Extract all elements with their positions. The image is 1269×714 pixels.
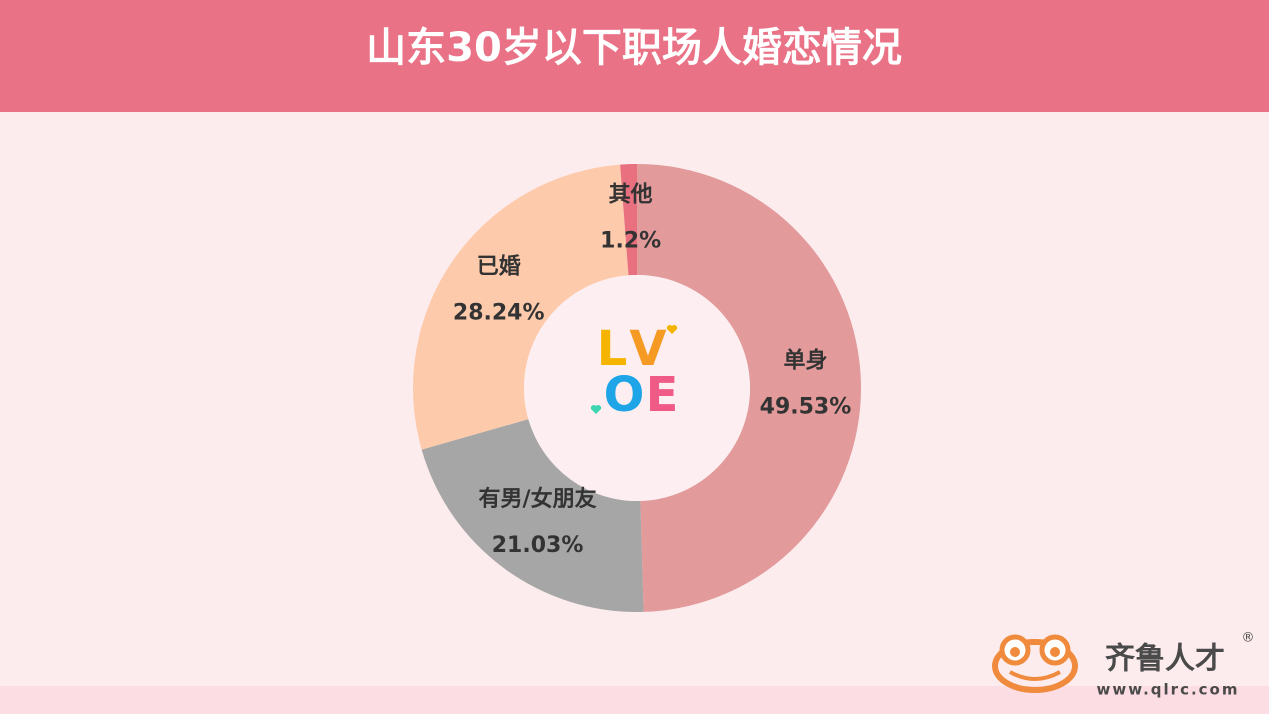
frog-pupil <box>1050 647 1060 657</box>
donut-slice <box>637 164 862 612</box>
value-label: 49.53% <box>760 395 852 420</box>
donut-slice <box>413 164 629 450</box>
donut-slice <box>421 419 644 612</box>
logo-letter: O <box>604 367 645 423</box>
value-label: 1.2% <box>600 229 661 254</box>
frog-mouth <box>1009 670 1061 681</box>
brand-mark: ® <box>1242 631 1255 646</box>
header-band <box>0 0 1269 112</box>
slice-label: 有男/女朋友 <box>479 486 597 512</box>
logo-letter: V <box>629 321 666 377</box>
donut-hole <box>524 275 750 501</box>
slice-label: 已婚 <box>477 254 521 280</box>
logo-hearts <box>590 325 678 414</box>
heart-icon <box>666 325 678 334</box>
heart-icon <box>590 405 602 414</box>
frog-body <box>992 639 1078 693</box>
brand-logo <box>992 634 1078 693</box>
slice-label: 其他 <box>609 183 653 208</box>
donut-slice <box>620 164 637 276</box>
slice-label: 单身 <box>783 348 827 374</box>
chart-title: 山东30岁以下职场人婚恋情况 <box>366 25 902 71</box>
value-label: 28.24% <box>453 301 545 326</box>
brand-url: www.qlrc.com <box>1096 681 1239 699</box>
footer-band <box>0 686 1269 714</box>
frog-pupil <box>1010 647 1020 657</box>
brand-name: 齐鲁人才 <box>1105 642 1225 677</box>
logo-letter: L <box>597 321 628 377</box>
logo-letter: E <box>646 367 679 423</box>
value-label: 21.03% <box>492 533 584 558</box>
